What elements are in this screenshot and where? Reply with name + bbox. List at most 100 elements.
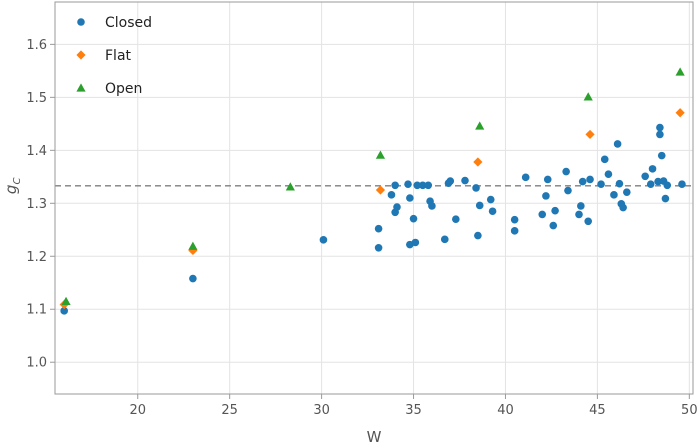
x-tick-label: 30 bbox=[313, 403, 330, 418]
point-closed bbox=[619, 203, 627, 212]
point-closed bbox=[654, 177, 662, 186]
x-tick-label: 45 bbox=[589, 403, 606, 418]
point-closed bbox=[424, 181, 433, 190]
point-closed bbox=[586, 175, 594, 184]
point-closed bbox=[404, 180, 412, 189]
point-closed bbox=[391, 181, 399, 190]
x-tick-label: 40 bbox=[497, 403, 514, 418]
point-closed bbox=[374, 224, 383, 233]
y-tick-label: 1.1 bbox=[26, 303, 47, 318]
point-closed bbox=[488, 207, 497, 216]
x-tick-label: 20 bbox=[129, 403, 146, 418]
point-closed bbox=[521, 173, 530, 182]
point-closed bbox=[413, 181, 422, 190]
y-tick-label: 1.4 bbox=[26, 144, 47, 159]
point-closed bbox=[641, 172, 649, 181]
point-closed bbox=[663, 181, 672, 190]
series-closed bbox=[60, 123, 686, 315]
legend-label-closed: Closed bbox=[105, 15, 152, 31]
point-closed bbox=[656, 123, 664, 132]
point-flat bbox=[473, 157, 483, 167]
point-closed bbox=[406, 194, 414, 202]
point-closed bbox=[549, 221, 558, 230]
point-closed bbox=[510, 227, 519, 235]
point-closed bbox=[597, 180, 605, 189]
plot-frame bbox=[54, 1, 694, 395]
point-closed bbox=[542, 192, 550, 200]
legend-marker-closed bbox=[77, 18, 85, 26]
y-tick-label: 1.2 bbox=[26, 250, 47, 265]
point-closed bbox=[474, 231, 482, 240]
y-tick-label: 1.0 bbox=[26, 356, 47, 371]
x-tick-label: 35 bbox=[405, 403, 422, 418]
point-closed bbox=[411, 238, 420, 247]
point-closed bbox=[610, 191, 618, 199]
y-tick-label: 1.5 bbox=[26, 91, 47, 106]
point-closed bbox=[584, 217, 592, 226]
legend-label-open: Open bbox=[105, 81, 142, 97]
point-closed bbox=[578, 177, 587, 186]
point-closed bbox=[409, 214, 418, 223]
point-open bbox=[375, 150, 386, 159]
point-closed bbox=[472, 184, 480, 192]
point-closed bbox=[661, 194, 670, 203]
point-closed bbox=[646, 180, 655, 189]
y-axis-label-subscript: C bbox=[12, 178, 23, 185]
x-axis-label: W bbox=[367, 428, 382, 446]
point-closed bbox=[486, 195, 495, 204]
point-closed bbox=[678, 180, 686, 189]
point-closed bbox=[613, 140, 622, 148]
point-open bbox=[285, 182, 295, 191]
point-closed bbox=[387, 191, 396, 199]
point-closed bbox=[475, 201, 484, 210]
point-closed bbox=[543, 175, 552, 184]
point-closed bbox=[393, 203, 401, 211]
point-closed bbox=[189, 274, 197, 283]
y-tick-label: 1.3 bbox=[26, 197, 47, 212]
y-tick-label: 1.6 bbox=[26, 38, 47, 53]
point-closed bbox=[461, 176, 469, 185]
data-points bbox=[59, 67, 686, 315]
point-closed bbox=[374, 243, 383, 252]
point-open bbox=[583, 92, 593, 101]
point-flat bbox=[375, 185, 386, 195]
point-open bbox=[188, 241, 198, 250]
legend-marker-flat bbox=[76, 50, 86, 60]
series-open bbox=[61, 67, 685, 305]
point-closed bbox=[604, 170, 613, 178]
point-closed bbox=[577, 202, 585, 210]
point-flat bbox=[585, 129, 595, 140]
y-axis-label-main: g bbox=[2, 185, 20, 195]
x-tick-label: 50 bbox=[681, 403, 698, 418]
point-closed bbox=[600, 155, 609, 164]
point-closed bbox=[538, 210, 547, 219]
point-closed bbox=[440, 235, 449, 244]
point-closed bbox=[656, 130, 664, 139]
point-closed bbox=[551, 206, 559, 215]
point-closed bbox=[446, 177, 455, 185]
point-closed bbox=[418, 181, 427, 190]
point-closed bbox=[648, 165, 657, 173]
legend: Closed Flat Open bbox=[76, 15, 152, 97]
point-flat bbox=[675, 108, 685, 118]
point-closed bbox=[562, 167, 570, 176]
point-closed bbox=[60, 307, 68, 315]
x-tick-label: 25 bbox=[221, 403, 238, 418]
y-axis-label: gC bbox=[2, 178, 23, 195]
point-open bbox=[475, 121, 485, 130]
y-axis-ticks: 1.0 1.1 1.2 1.3 1.4 1.5 1.6 bbox=[26, 38, 55, 371]
point-closed bbox=[319, 236, 328, 244]
point-closed bbox=[564, 186, 572, 195]
legend-label-flat: Flat bbox=[105, 48, 132, 64]
point-closed bbox=[452, 215, 460, 223]
point-closed bbox=[428, 202, 436, 210]
point-closed bbox=[657, 151, 666, 160]
legend-marker-open bbox=[76, 83, 86, 92]
x-axis-ticks: 20 25 30 35 40 45 50 bbox=[129, 394, 698, 418]
point-closed bbox=[615, 179, 624, 188]
grid bbox=[55, 2, 693, 394]
point-closed bbox=[510, 215, 519, 224]
point-closed bbox=[575, 210, 583, 219]
point-closed bbox=[623, 188, 631, 196]
